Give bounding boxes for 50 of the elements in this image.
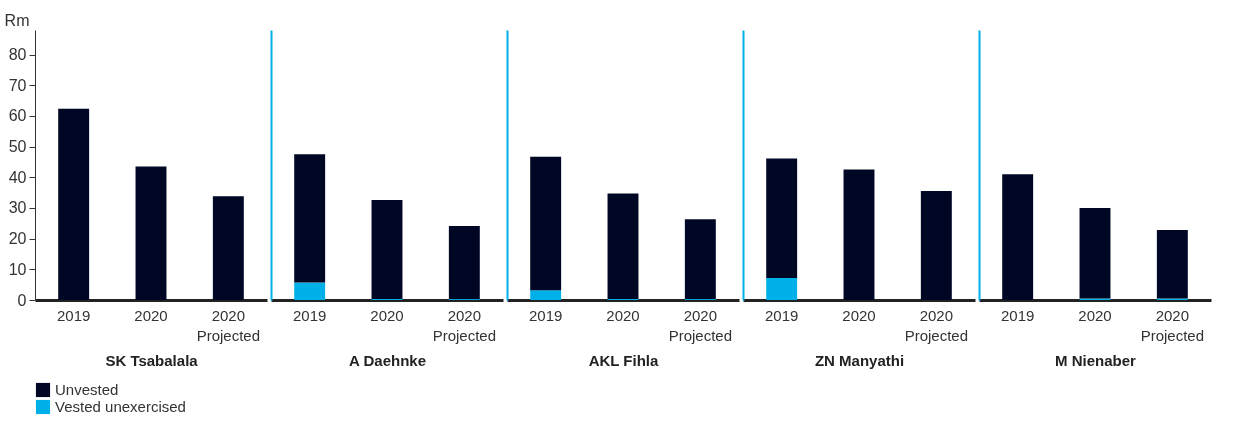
bar	[920, 191, 952, 300]
bar	[843, 169, 875, 300]
y-axis-title: Rm	[4, 11, 30, 29]
x-axis-title: SK Tsabalala	[105, 351, 199, 369]
x-axis-title: AKL Fihla	[588, 351, 660, 369]
y-tick-label: 20	[8, 230, 27, 248]
x-axis-title: M Nienaber	[1055, 351, 1137, 369]
legend-label: Vested unexercised	[55, 398, 186, 415]
y-tick-label: 80	[8, 46, 27, 64]
x-tick-label: 2019	[56, 306, 91, 324]
x-axis-title: ZN Manyathi	[814, 351, 905, 369]
x-tick-label: 2020	[1078, 306, 1112, 324]
y-tick-label: 10	[8, 260, 27, 278]
bar	[1002, 174, 1034, 300]
legend-label: Unvested	[55, 381, 119, 398]
x-tick-label: 2019	[292, 306, 327, 324]
bar	[766, 277, 798, 300]
bar	[530, 290, 562, 300]
x-tick-label: 2020 Projected	[1140, 306, 1205, 344]
bar	[530, 156, 562, 291]
bar	[371, 199, 403, 300]
bar	[607, 193, 639, 300]
bar	[684, 219, 716, 300]
y-tick-label: 30	[8, 199, 27, 217]
x-tick-label: 2020	[134, 306, 168, 324]
x-tick-label: 2020	[842, 306, 876, 324]
x-tick-label: 2019	[528, 306, 563, 324]
bar	[212, 196, 244, 300]
bar	[294, 282, 326, 300]
y-tick-label: 60	[8, 107, 27, 125]
x-tick-label: 2020	[606, 306, 640, 324]
x-tick-label: 2020	[370, 306, 404, 324]
bar	[766, 158, 798, 278]
bar	[294, 154, 326, 283]
bar	[135, 166, 167, 300]
y-tick-label: 0	[17, 291, 27, 309]
x-tick-label: 2020 Projected	[432, 306, 497, 344]
y-tick-label: 50	[8, 138, 27, 156]
x-tick-label: 2020 Projected	[196, 306, 261, 344]
x-tick-label: 2019	[764, 306, 799, 324]
bar	[1079, 207, 1111, 299]
x-axis-title: A Daehnke	[349, 351, 426, 369]
bar	[1156, 230, 1188, 299]
bar	[58, 108, 90, 300]
y-tick-label: 70	[8, 76, 27, 94]
x-tick-label: 2020 Projected	[668, 306, 733, 344]
x-tick-label: 2020 Projected	[904, 306, 969, 344]
y-tick-label: 40	[8, 168, 27, 186]
bar	[448, 226, 480, 300]
x-tick-label: 2019	[1000, 306, 1035, 324]
